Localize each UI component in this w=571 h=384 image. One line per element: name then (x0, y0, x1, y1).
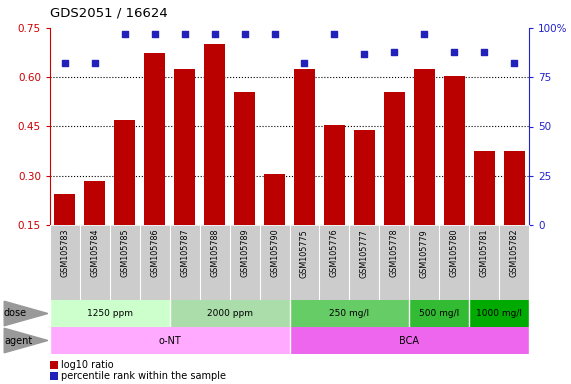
Bar (50, 300, 170, 327)
Text: GSM105783: GSM105783 (61, 229, 70, 277)
Text: GSM105784: GSM105784 (90, 229, 99, 277)
Point (360, 51, 369, 57)
Text: GSM105779: GSM105779 (420, 229, 429, 278)
Point (300, 60, 309, 66)
Point (480, 48, 489, 55)
Point (330, 31, 339, 37)
Bar (469, 300, 529, 327)
Text: GSM105786: GSM105786 (150, 229, 159, 277)
Bar (444, 76, 465, 274)
Point (449, 48, 459, 55)
Point (509, 60, 518, 66)
Text: GSM105780: GSM105780 (449, 229, 459, 277)
Bar (54, 194, 75, 274)
Text: GSM105777: GSM105777 (360, 229, 369, 278)
Text: 500 mg/l: 500 mg/l (419, 309, 459, 318)
Point (420, 31, 429, 37)
Text: 250 mg/l: 250 mg/l (329, 309, 369, 318)
Bar (414, 69, 435, 274)
Text: GSM105781: GSM105781 (480, 229, 489, 277)
Bar (409, 300, 469, 327)
Text: o-NT: o-NT (158, 336, 181, 346)
Text: percentile rank within the sample: percentile rank within the sample (61, 371, 226, 381)
Polygon shape (4, 328, 48, 353)
Point (240, 31, 249, 37)
Text: agent: agent (4, 336, 32, 346)
Text: GSM105776: GSM105776 (330, 229, 339, 277)
Point (180, 31, 190, 37)
Point (270, 31, 279, 37)
Text: GSM105790: GSM105790 (270, 229, 279, 277)
Bar (234, 92, 255, 274)
Point (390, 48, 399, 55)
Bar (324, 125, 345, 274)
Bar (384, 92, 405, 274)
Bar (85, 181, 106, 274)
Bar (289, 300, 409, 327)
Text: log10 ratio: log10 ratio (61, 360, 114, 370)
Text: 1250 ppm: 1250 ppm (87, 309, 133, 318)
Bar (114, 120, 135, 274)
Bar (289, 327, 529, 354)
Text: BCA: BCA (399, 336, 419, 346)
Bar (294, 69, 315, 274)
Point (210, 31, 219, 37)
Polygon shape (4, 301, 48, 326)
Point (120, 31, 130, 37)
Bar (170, 300, 289, 327)
Text: GSM105775: GSM105775 (300, 229, 309, 278)
Text: GSM105785: GSM105785 (120, 229, 130, 277)
Text: GSM105778: GSM105778 (390, 229, 399, 277)
Text: 2000 ppm: 2000 ppm (207, 309, 252, 318)
Text: GSM105788: GSM105788 (210, 229, 219, 277)
Bar (504, 151, 525, 274)
Bar (50, 327, 289, 354)
Bar (204, 45, 225, 274)
Text: dose: dose (4, 308, 27, 318)
Bar (174, 69, 195, 274)
Point (150, 31, 159, 37)
Bar (144, 53, 165, 274)
Bar (354, 130, 375, 274)
Point (90, 60, 99, 66)
Bar (264, 174, 285, 274)
Text: GSM105787: GSM105787 (180, 229, 189, 277)
Point (61, 60, 70, 66)
Text: GDS2051 / 16624: GDS2051 / 16624 (50, 7, 168, 20)
Bar (473, 151, 494, 274)
Text: GSM105782: GSM105782 (509, 229, 518, 277)
Text: 1000 mg/l: 1000 mg/l (476, 309, 522, 318)
Text: GSM105789: GSM105789 (240, 229, 249, 277)
